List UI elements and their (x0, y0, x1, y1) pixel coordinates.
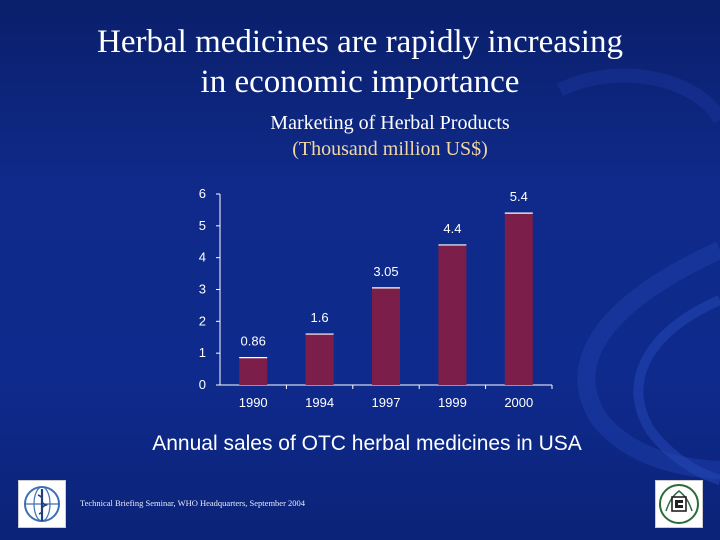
footer-text: Technical Briefing Seminar, WHO Headquar… (80, 498, 306, 508)
data-label: 0.86 (241, 334, 266, 349)
bar (504, 213, 533, 385)
data-label: 4.4 (443, 221, 461, 236)
subtitle-line-1: Marketing of Herbal Products (270, 112, 510, 134)
x-tick-label: 1994 (305, 395, 334, 410)
y-tick-label: 2 (199, 313, 206, 328)
x-tick-label: 1990 (239, 395, 268, 410)
y-tick-label: 5 (199, 218, 206, 233)
chart-caption: Annual sales of OTC herbal medicines in … (152, 432, 582, 455)
data-label: 3.05 (373, 264, 398, 279)
data-label: 1.6 (311, 310, 329, 325)
slide-title: Herbal medicines are rapidly increasing … (0, 22, 720, 102)
bar (372, 287, 400, 385)
x-tick-label: 1999 (438, 395, 467, 410)
y-tick-label: 0 (199, 377, 206, 392)
bar (305, 334, 334, 385)
title-line-1: Herbal medicines are rapidly increasing (97, 24, 623, 60)
title-line-2: in economic importance (200, 64, 520, 100)
chart-subtitle: Marketing of Herbal Products (Thousand m… (190, 110, 590, 162)
x-tick-label: 2000 (504, 395, 533, 410)
organization-emblem-icon (655, 480, 703, 528)
y-tick-label: 6 (199, 186, 206, 201)
y-tick-label: 3 (199, 282, 206, 297)
bar (239, 357, 268, 385)
y-tick-label: 4 (199, 250, 206, 265)
who-emblem-icon (18, 480, 66, 528)
y-tick-label: 1 (199, 345, 206, 360)
bar (438, 244, 467, 385)
bar-chart: 0 1 2 3 4 5 6 0.86 1990 1.6 1994 3.05 1997 4.4 1999 5.4… (199, 186, 553, 410)
subtitle-line-2: (Thousand million US$) (292, 138, 488, 160)
x-tick-label: 1997 (372, 395, 401, 410)
data-label: 5.4 (510, 189, 528, 204)
